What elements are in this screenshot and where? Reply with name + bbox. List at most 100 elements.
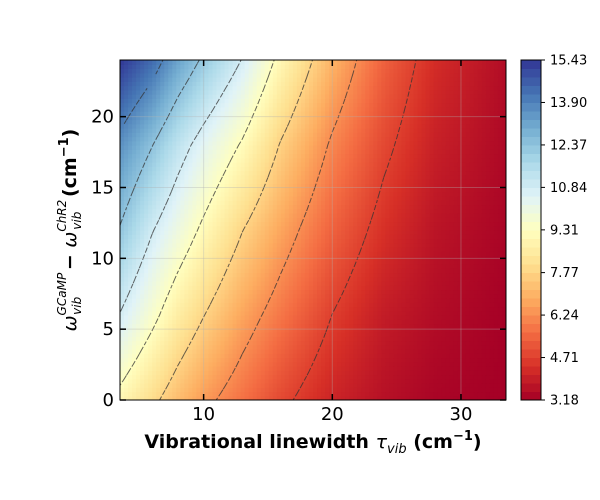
heatmap-cell — [337, 208, 342, 214]
heatmap-cell — [164, 221, 169, 227]
heatmap-cell — [385, 302, 390, 308]
heatmap-cell — [244, 310, 250, 316]
heatmap-cell — [292, 395, 298, 400]
heatmap-cell — [477, 336, 483, 342]
heatmap-cell — [304, 200, 310, 206]
heatmap-cell — [276, 251, 282, 257]
heatmap-cell — [397, 238, 403, 244]
heatmap-cell — [425, 357, 431, 363]
heatmap-cell — [260, 391, 266, 397]
heatmap-cell — [317, 183, 322, 189]
heatmap-cell — [465, 302, 471, 308]
heatmap-cell — [144, 276, 149, 282]
heatmap-cell — [288, 230, 294, 235]
heatmap-cell — [124, 332, 129, 337]
heatmap-cell — [361, 281, 366, 286]
heatmap-cell — [333, 251, 338, 257]
heatmap-cell — [188, 344, 193, 350]
heatmap-cell — [401, 259, 407, 265]
heatmap-cell — [168, 234, 173, 240]
heatmap-cell — [252, 259, 258, 265]
heatmap-cell — [397, 344, 403, 350]
heatmap-cell — [401, 374, 407, 380]
heatmap-cell — [397, 268, 403, 274]
heatmap-cell — [437, 200, 443, 206]
heatmap-cell — [377, 336, 382, 342]
heatmap-cell — [304, 378, 310, 384]
heatmap-cell — [357, 306, 362, 312]
heatmap-cell — [317, 289, 322, 295]
heatmap-cell — [429, 191, 435, 197]
heatmap-cell — [228, 234, 234, 240]
heatmap-cell — [296, 374, 302, 380]
heatmap-cell — [260, 247, 266, 252]
heatmap-cell — [377, 285, 382, 291]
heatmap-cell — [357, 242, 362, 248]
heatmap-cell — [156, 357, 161, 363]
heatmap-cell — [325, 230, 330, 235]
heatmap-cell — [272, 289, 278, 295]
heatmap-cell — [313, 319, 318, 325]
heatmap-cell — [345, 285, 350, 291]
heatmap-cell — [140, 272, 145, 278]
heatmap-cell — [409, 387, 415, 393]
heatmap-cell — [304, 395, 310, 400]
heatmap-cell — [196, 378, 202, 384]
heatmap-cell — [276, 183, 282, 189]
heatmap-cell — [465, 264, 471, 269]
heatmap-cell — [389, 179, 395, 184]
heatmap-cell — [321, 387, 326, 393]
heatmap-cell — [164, 272, 169, 278]
heatmap-cell — [120, 285, 125, 291]
heatmap-cell — [180, 213, 185, 218]
heatmap-cell — [240, 323, 246, 329]
heatmap-cell — [204, 353, 210, 359]
heatmap-cell — [164, 391, 169, 397]
heatmap-cell — [264, 323, 270, 329]
heatmap-cell — [465, 281, 471, 286]
heatmap-cell — [373, 319, 378, 325]
heatmap-cell — [489, 230, 495, 235]
heatmap-cell — [296, 187, 302, 193]
heatmap-cell — [365, 285, 370, 291]
heatmap-cell — [413, 327, 419, 333]
heatmap-cell — [337, 306, 342, 312]
heatmap-cell — [337, 323, 342, 329]
heatmap-cell — [489, 298, 495, 303]
heatmap-cell — [457, 323, 463, 329]
heatmap-cell — [417, 196, 423, 201]
heatmap-cell — [457, 230, 463, 235]
heatmap-cell — [369, 259, 374, 265]
heatmap-cell — [200, 268, 206, 274]
heatmap-cell — [501, 221, 506, 227]
heatmap-cell — [288, 217, 294, 223]
heatmap-cell — [433, 332, 439, 337]
heatmap-cell — [501, 302, 506, 308]
heatmap-cell — [377, 247, 382, 252]
heatmap-cell — [329, 361, 334, 367]
heatmap-cell — [405, 196, 411, 201]
heatmap-cell — [409, 289, 415, 295]
heatmap-cell — [385, 183, 390, 189]
heatmap-cell — [156, 242, 161, 248]
heatmap-cell — [280, 340, 286, 346]
heatmap-cell — [389, 276, 395, 282]
heatmap-cell — [357, 200, 362, 206]
heatmap-cell — [268, 255, 274, 261]
heatmap-cell — [333, 374, 338, 380]
heatmap-cell — [216, 391, 222, 397]
heatmap-cell — [160, 234, 165, 240]
heatmap-cell — [401, 268, 407, 274]
heatmap-cell — [200, 370, 206, 376]
heatmap-cell — [457, 272, 463, 278]
heatmap-cell — [493, 276, 499, 282]
heatmap-cell — [232, 204, 238, 210]
heatmap-cell — [192, 310, 197, 316]
heatmap-cell — [449, 251, 455, 257]
heatmap-cell — [148, 179, 153, 184]
heatmap-cell — [288, 234, 294, 240]
heatmap-cell — [369, 191, 374, 197]
heatmap-cell — [489, 383, 495, 388]
heatmap-cell — [501, 179, 506, 184]
heatmap-cell — [497, 332, 503, 337]
